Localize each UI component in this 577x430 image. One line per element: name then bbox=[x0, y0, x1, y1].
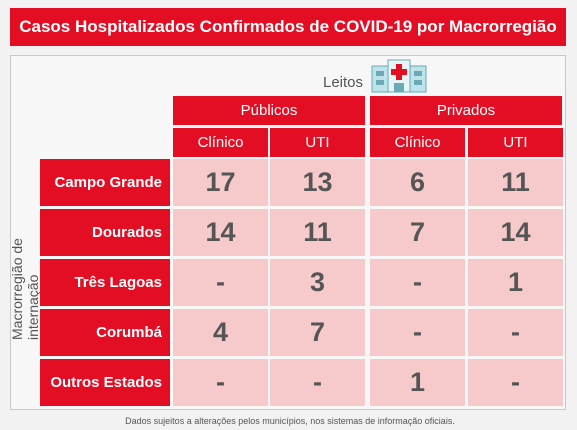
table-cell: 11 bbox=[270, 209, 365, 256]
table-cell: 14 bbox=[173, 209, 268, 256]
table-cell: - bbox=[370, 259, 465, 306]
column-header: Clínico bbox=[370, 128, 465, 157]
table-cell: - bbox=[370, 309, 465, 356]
row-header: Três Lagoas bbox=[40, 259, 170, 306]
table-cell: - bbox=[468, 309, 563, 356]
row-header: Campo Grande bbox=[40, 159, 170, 206]
table-cell: 3 bbox=[270, 259, 365, 306]
table-cell: 7 bbox=[370, 209, 465, 256]
table-cell: 4 bbox=[173, 309, 268, 356]
table-cell: - bbox=[468, 359, 563, 406]
table-cell: 1 bbox=[468, 259, 563, 306]
column-header: Clínico bbox=[173, 128, 268, 157]
table-cell: - bbox=[173, 259, 268, 306]
table-cell: 7 bbox=[270, 309, 365, 356]
row-header: Outros Estados bbox=[40, 359, 170, 406]
row-axis-label: Macrorregião de internação bbox=[9, 238, 41, 340]
row-header: Dourados bbox=[40, 209, 170, 256]
table-cell: - bbox=[173, 359, 268, 406]
column-header: UTI bbox=[270, 128, 365, 157]
hospital-icon bbox=[371, 59, 427, 93]
table-cell: 11 bbox=[468, 159, 563, 206]
table-cell: 13 bbox=[270, 159, 365, 206]
group-header: Privados bbox=[370, 96, 562, 125]
table-cell: 17 bbox=[173, 159, 268, 206]
row-header: Corumbá bbox=[40, 309, 170, 356]
title-bar: Casos Hospitalizados Confirmados de COVI… bbox=[10, 8, 566, 46]
table-cell: 14 bbox=[468, 209, 563, 256]
table-cell: 6 bbox=[370, 159, 465, 206]
footnote: Dados sujeitos a alterações pelos municí… bbox=[125, 416, 455, 426]
table-cell: - bbox=[270, 359, 365, 406]
column-header: UTI bbox=[468, 128, 563, 157]
beds-label: Leitos bbox=[322, 73, 364, 91]
table-cell: 1 bbox=[370, 359, 465, 406]
group-header: Públicos bbox=[173, 96, 365, 125]
